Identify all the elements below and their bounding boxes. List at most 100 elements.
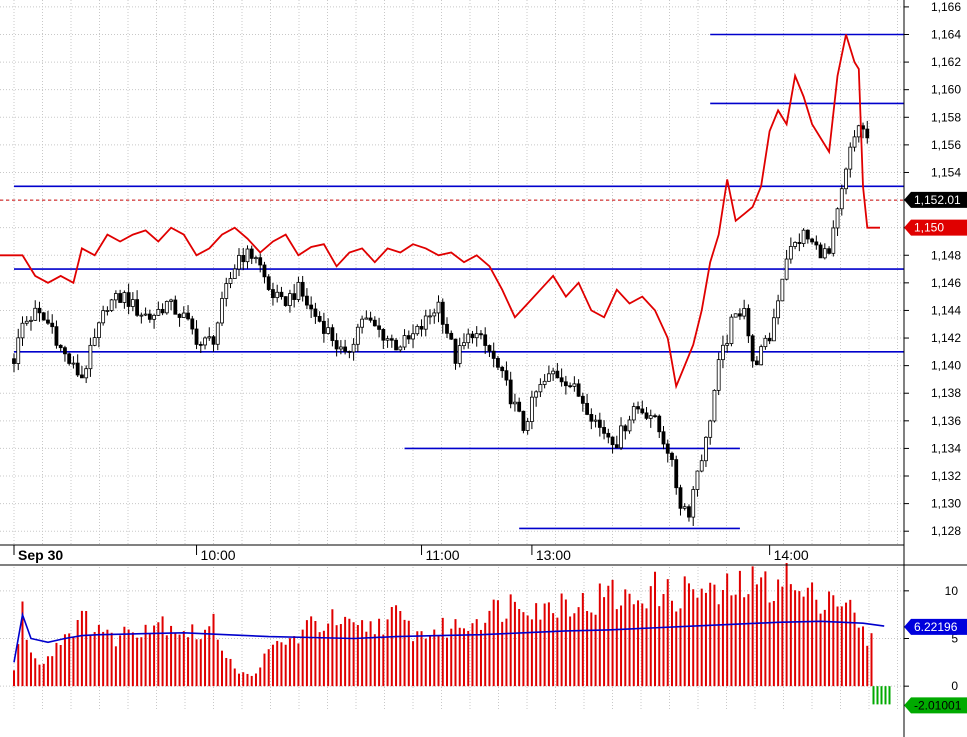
candle <box>559 368 564 387</box>
candle-body <box>746 308 751 337</box>
candle-body <box>80 374 84 379</box>
candle-body <box>237 254 241 270</box>
candle-body <box>309 304 314 310</box>
value-tag-label: 1,150 <box>914 221 944 235</box>
candle-body <box>173 299 178 315</box>
candle <box>835 207 840 236</box>
indicator-y-axis: 10 5 0 <box>904 584 958 693</box>
candle <box>631 402 636 424</box>
candle <box>500 365 505 378</box>
candle-body <box>181 312 186 318</box>
candle <box>211 334 216 352</box>
candle <box>597 412 602 437</box>
candle <box>653 413 657 418</box>
candle <box>122 290 127 309</box>
candle <box>699 454 704 473</box>
candle-body <box>211 336 216 345</box>
candle-body <box>614 444 619 449</box>
candle <box>152 313 156 329</box>
candle-body <box>50 322 55 328</box>
candle <box>555 363 560 379</box>
candle-body <box>334 340 339 350</box>
y-tick-label: 1,136 <box>931 414 961 428</box>
candle-body <box>839 188 844 210</box>
candle-body <box>67 353 72 364</box>
candle-body <box>97 322 101 339</box>
candle-body <box>797 242 802 244</box>
price-y-axis: 1,128 1,130 1,132 1,134 1,136 1,138 1,140 1,142… <box>904 0 961 538</box>
candle <box>423 309 428 337</box>
candle <box>708 419 713 445</box>
candle-body <box>326 327 331 334</box>
candle-body <box>470 333 475 339</box>
candle <box>682 503 687 511</box>
candle <box>525 418 530 435</box>
value-tag-label: 1,152.01 <box>914 193 961 207</box>
candle-body <box>266 276 271 290</box>
candle-body <box>572 383 577 387</box>
candle <box>130 292 135 312</box>
candle-body <box>224 283 229 299</box>
time-label: 11:00 <box>426 547 460 563</box>
candle-body <box>810 238 814 243</box>
candle <box>160 303 165 316</box>
candle-body <box>296 281 301 300</box>
candle <box>313 302 318 324</box>
candle-body <box>542 380 547 385</box>
candle-body <box>593 419 598 422</box>
candle-body <box>249 248 254 259</box>
candle-body <box>576 383 581 397</box>
candle <box>742 299 747 320</box>
candle <box>109 298 114 313</box>
candle <box>224 277 229 307</box>
candle <box>288 289 292 313</box>
candle-body <box>555 370 560 379</box>
candle-body <box>313 308 318 317</box>
candle-body <box>368 317 373 321</box>
y-tick-label: 1,158 <box>931 110 961 124</box>
candle-body <box>190 318 195 330</box>
candle-body <box>41 312 46 321</box>
candle <box>767 332 772 345</box>
candle <box>648 409 653 428</box>
y-tick-label: 1,156 <box>931 138 961 152</box>
price-grid <box>0 0 904 545</box>
candle-body <box>670 452 674 460</box>
candle <box>738 308 742 320</box>
candle <box>275 284 280 303</box>
candle <box>725 334 730 353</box>
candle <box>46 310 50 325</box>
candle <box>712 389 717 423</box>
candle-body <box>288 293 292 306</box>
candle-body <box>695 470 700 490</box>
candle <box>343 339 348 355</box>
red-series-line <box>0 34 880 390</box>
candle <box>640 400 645 415</box>
candle <box>670 451 674 467</box>
candle-body <box>241 254 246 263</box>
candle-body <box>330 327 335 341</box>
price-candles <box>12 120 870 527</box>
value-tag-bg <box>904 219 967 236</box>
candle <box>602 420 606 440</box>
candle <box>801 228 806 248</box>
candle <box>852 130 857 152</box>
candle-body <box>262 264 267 278</box>
candle <box>364 310 369 320</box>
candle-body <box>861 125 865 130</box>
candle <box>453 338 458 370</box>
candle-body <box>712 389 717 422</box>
candle-body <box>801 229 806 244</box>
candle <box>164 300 169 315</box>
candle <box>330 324 335 347</box>
candle-body <box>559 377 564 383</box>
candle-body <box>627 419 632 432</box>
candle-body <box>130 299 135 307</box>
candle <box>101 305 106 326</box>
candle-body <box>12 358 16 364</box>
candle-body <box>822 248 827 259</box>
candle <box>487 344 492 357</box>
y-tick-label: 1,130 <box>931 497 961 511</box>
candle-body <box>738 313 742 317</box>
candle <box>491 342 496 368</box>
